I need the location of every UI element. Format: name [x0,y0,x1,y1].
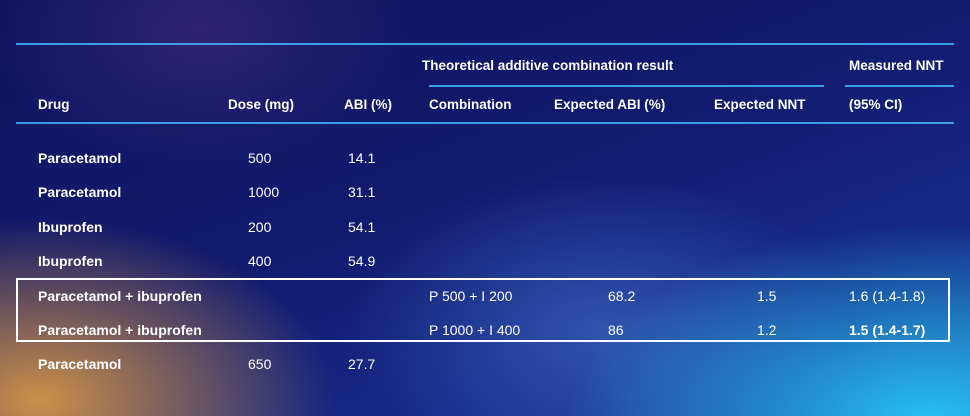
row-1-dose: 1000 [248,184,280,200]
row-1-abi: 31.1 [348,184,376,200]
combination-highlight-box [16,278,950,342]
group-title: Theoretical additive combination result [422,58,674,73]
row-0-drug: Paracetamol [38,150,122,166]
row-4-expected-abi: 68.2 [608,288,636,304]
group-underline-rule [429,85,824,87]
row-6-abi: 27.7 [348,356,376,372]
row-6-dose: 650 [248,356,272,372]
row-5-combination: P 1000 + I 400 [429,322,521,338]
row-3-abi: 54.9 [348,253,376,269]
header-bottom-rule [16,122,954,124]
row-5-expected-nnt: 1.2 [757,322,777,338]
col-expected-abi-header: Expected ABI (%) [554,97,666,112]
row-5-expected-abi: 86 [608,322,624,338]
col-expected-nnt-header: Expected NNT [714,97,806,112]
row-5-drug: Paracetamol + ibuprofen [38,322,202,338]
row-4-drug: Paracetamol + ibuprofen [38,288,202,304]
measured-underline-rule [845,85,954,87]
row-4-measured-nnt: 1.6 (1.4-1.8) [849,288,926,304]
row-3-drug: Ibuprofen [38,253,103,269]
row-2-abi: 54.1 [348,219,376,235]
row-1-drug: Paracetamol [38,184,122,200]
col-measured-ci-header: (95% CI) [849,97,903,112]
measured-nnt-header: Measured NNT [849,58,944,73]
row-2-drug: Ibuprofen [38,219,103,235]
row-3-dose: 400 [248,253,272,269]
col-combination-header: Combination [429,97,512,112]
row-4-combination: P 500 + I 200 [429,288,513,304]
row-0-abi: 14.1 [348,150,376,166]
row-4-expected-nnt: 1.5 [757,288,777,304]
row-0-dose: 500 [248,150,272,166]
table-top-rule [16,43,954,45]
row-5-measured-nnt: 1.5 (1.4-1.7) [849,322,926,338]
row-2-dose: 200 [248,219,272,235]
col-dose-header: Dose (mg) [228,97,295,112]
col-abi-header: ABI (%) [344,97,392,112]
row-6-drug: Paracetamol [38,356,122,372]
col-drug-header: Drug [38,97,70,112]
